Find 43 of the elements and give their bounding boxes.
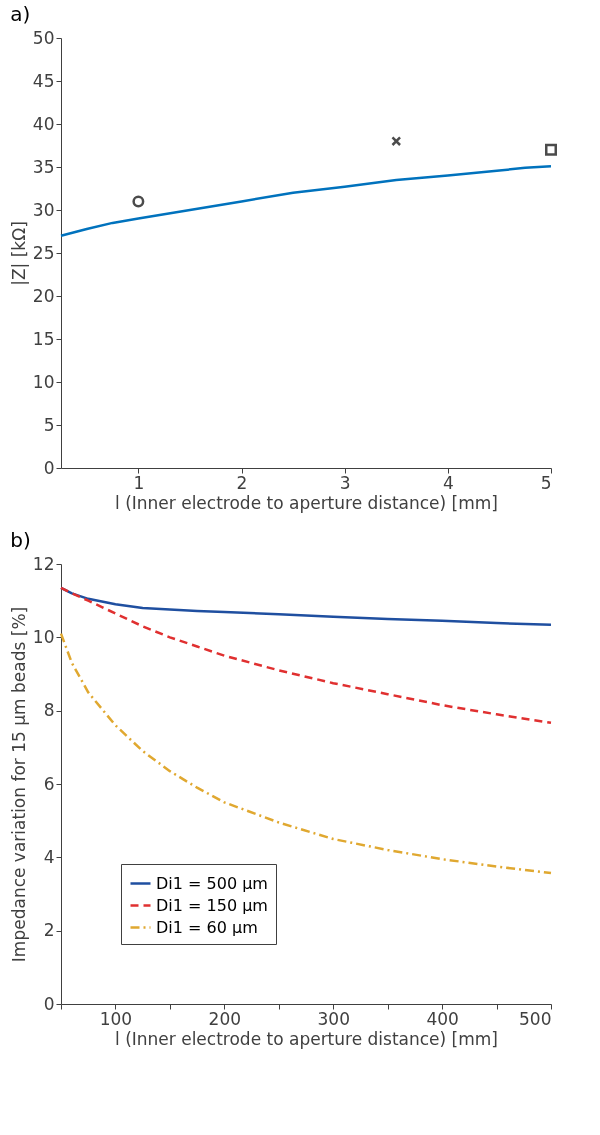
y-tick-label: 6: [43, 773, 55, 794]
x-tick-label: 500: [519, 1008, 552, 1029]
y-tick-label: 45: [32, 70, 55, 91]
point: [391, 136, 402, 147]
y-tick-label: 0: [43, 457, 55, 478]
x-tick-label: 4: [442, 472, 454, 493]
y-tick-label: 2: [43, 920, 55, 941]
legend-label: Di1 = 500 μm: [156, 873, 268, 893]
y-tick-label: 40: [32, 113, 55, 134]
y-tick-label: 10: [32, 371, 55, 392]
x-axis-title: l (Inner electrode to aperture distance) [mm]: [115, 1028, 498, 1049]
y-tick-label: 10: [32, 626, 55, 647]
chart-title: b): [10, 528, 31, 552]
chart-title: a): [10, 2, 31, 26]
y-tick-label: 5: [43, 414, 55, 435]
y-axis-title: |Z| [kΩ]: [8, 221, 29, 286]
line-series: [59, 586, 553, 725]
legend-label: Di1 = 150 μm: [156, 895, 268, 915]
y-tick-label: 25: [32, 242, 55, 263]
x-tick-label: 300: [317, 1008, 350, 1029]
y-tick-label: 15: [32, 328, 55, 349]
x-tick-label: 3: [339, 472, 351, 493]
line-series: [59, 164, 553, 238]
x-axis-title: l (Inner electrode to aperture distance) [mm]: [115, 492, 498, 513]
point: [545, 143, 557, 156]
y-tick-label: 8: [43, 700, 55, 721]
x-tick-label: 5: [540, 472, 552, 493]
x-tick-label: 100: [99, 1008, 133, 1029]
x-tick-label: 200: [208, 1008, 242, 1029]
y-tick-label: 30: [32, 199, 55, 220]
y-tick-label: 4: [43, 846, 55, 867]
x-tick-label: 2: [236, 472, 248, 493]
y-tick-label: 35: [32, 156, 55, 177]
x-tick-label: 1: [133, 472, 145, 493]
y-axis-title: Impedance variation for 15 μm beads [%]: [8, 606, 29, 963]
y-tick-label: 50: [32, 27, 55, 48]
legend-label: Di1 = 60 μm: [156, 917, 258, 937]
point: [132, 195, 145, 208]
y-tick-label: 12: [32, 553, 55, 574]
x-tick-label: 400: [426, 1008, 459, 1029]
y-tick-label: 0: [43, 993, 55, 1014]
line-series: [59, 632, 553, 875]
y-tick-label: 20: [32, 285, 55, 306]
